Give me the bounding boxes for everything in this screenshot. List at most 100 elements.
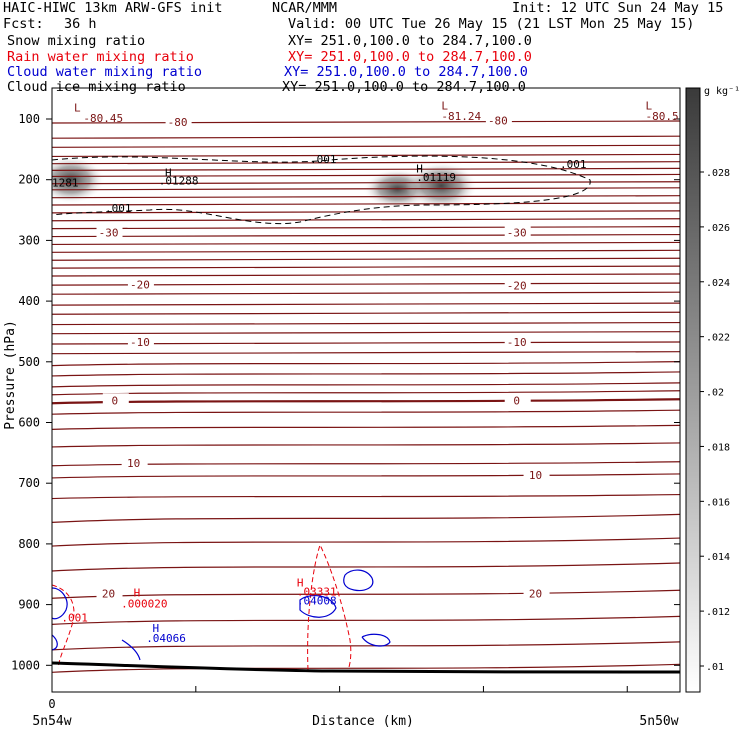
field-name-rain: Rain water mixing ratio — [7, 49, 194, 65]
field-xy-cloud-water: XY= 251.0,100.0 to 284.7,100.0 — [284, 64, 528, 80]
temperature-label-3: -30 — [507, 227, 527, 240]
y-tick-label-0: 100 — [18, 112, 40, 126]
x-axis-title: Distance (km) — [312, 714, 414, 729]
y-tick-label-9: 1000 — [11, 658, 40, 672]
x-endpoint-left: 5n54w — [32, 714, 71, 729]
isotherm-line-43 — [52, 615, 680, 625]
extremum-label-9: .01119 — [416, 171, 456, 184]
colorbar-tick-label-6: .022 — [706, 333, 730, 344]
header-model: HAIC-HIWC 13km ARW-GFS init — [3, 0, 223, 16]
isotherm-line-14 — [52, 233, 680, 238]
isotherm-line-39 — [52, 513, 680, 524]
temperature-label-11: 10 — [529, 469, 542, 482]
temperature-label-4: -20 — [130, 278, 150, 291]
isotherm-line-29 — [52, 371, 680, 377]
isotherm-line-26 — [52, 341, 680, 345]
field-name-cloud-water: Cloud water mixing ratio — [7, 64, 203, 80]
isotherm-line-7 — [52, 181, 680, 185]
temperature-label-bg-6 — [127, 334, 154, 348]
isotherm-line-24 — [52, 321, 680, 326]
colorbar-tick-label-9: .028 — [706, 168, 730, 179]
y-axis-title: Pressure (hPa) — [3, 320, 18, 430]
temperature-label-1: -80 — [488, 114, 508, 127]
cloud-water-contour-3 — [361, 633, 391, 647]
isotherm-line-23 — [52, 311, 680, 315]
colorbar-tick-label-5: .02 — [706, 388, 724, 399]
isotherm-line-38 — [52, 493, 680, 500]
isotherm-line-3 — [52, 153, 680, 158]
extremum-label-2: L — [441, 99, 448, 112]
isotherm-line-8 — [52, 187, 680, 191]
temperature-label-bg-9 — [504, 393, 531, 407]
temperature-label-bg-2 — [96, 225, 123, 239]
isotherm-line-20 — [52, 282, 680, 286]
isotherm-line-19 — [52, 273, 680, 277]
isotherm-line-4 — [52, 161, 680, 165]
temperature-label-bg-0 — [165, 115, 192, 129]
field-xy-cloud-ice: XY= 251.0,100.0 to 284.7,100.0 — [282, 79, 526, 95]
terrain-line — [51, 661, 681, 674]
isotherm-line-11 — [52, 210, 680, 214]
extremum-label-4: L — [645, 99, 652, 112]
ice-contour-label-2: .001 — [105, 202, 132, 215]
ice-contour-label-0: .001 — [310, 153, 337, 166]
header-init: Init: 12 UTC Sun 24 May 15 — [512, 0, 724, 16]
cloud-water-contour-0 — [52, 587, 68, 620]
y-tick-label-2: 300 — [18, 233, 40, 247]
temperature-label-bg-10 — [121, 455, 148, 469]
extremum-label-6: H — [165, 167, 172, 180]
extremum-label-17: H — [152, 622, 159, 635]
field-xy-snow: XY= 251.0,100.0 to 284.7,100.0 — [288, 33, 532, 49]
isotherm-line-25 — [52, 331, 680, 335]
colorbar-tick-label-8: .026 — [706, 223, 730, 234]
y-tick-label-8: 900 — [18, 598, 40, 612]
isotherm-line-5 — [52, 167, 680, 171]
colorbar-tick-label-2: .014 — [706, 552, 730, 563]
extremum-label-10: 1281 — [52, 176, 79, 189]
extremum-label-8: H — [416, 162, 423, 175]
isotherm-line-30 — [52, 382, 680, 388]
field-name-snow: Snow mixing ratio — [7, 33, 146, 49]
y-tick-label-7: 800 — [18, 537, 40, 551]
extremum-label-5: -80.5 — [645, 110, 678, 123]
header-valid: Valid: 00 UTC Tue 26 May 15 (21 LST Mon … — [288, 16, 695, 32]
temperature-label-bg-11 — [523, 467, 550, 481]
temperature-label-bg-5 — [504, 278, 531, 292]
ice-shading-0 — [52, 155, 105, 204]
isotherm-line-17 — [52, 257, 680, 261]
field-xy-rain: XY= 251.0,100.0 to 284.7,100.0 — [288, 49, 532, 65]
plot-frame — [51, 87, 681, 693]
temperature-label-12: 20 — [102, 587, 115, 600]
header-fcst-label: Fcst: — [3, 16, 44, 32]
temperature-label-bg-7 — [504, 334, 531, 348]
isotherm-line-27 — [52, 351, 680, 355]
cloud-water-contour-4 — [299, 594, 337, 618]
isotherm-line-35 — [52, 442, 680, 448]
isotherm-line-13 — [52, 226, 680, 230]
ice-contour-label-1: .001 — [560, 158, 587, 171]
colorbar-tick-label-7: .024 — [706, 278, 730, 289]
temperature-label-6: -10 — [130, 336, 150, 349]
ice-contour-line — [52, 155, 591, 225]
y-tick-label-5: 600 — [18, 416, 40, 430]
isotherm-line-41 — [52, 562, 680, 572]
isotherm-line-10 — [52, 202, 680, 206]
temperature-label-bg-3 — [504, 225, 531, 239]
isotherm-line-21 — [52, 291, 680, 295]
isotherm-line-32 — [52, 398, 680, 405]
isotherm-line-2 — [52, 144, 680, 148]
extremum-label-14: .03331 — [297, 585, 337, 598]
isotherm-line-45 — [52, 663, 680, 673]
x-tick-label-0: 0 — [48, 697, 55, 711]
isotherm-line-0 — [52, 120, 680, 124]
y-tick-label-4: 500 — [18, 355, 40, 369]
temperature-label-bg-1 — [485, 113, 512, 127]
temperature-label-2: -30 — [99, 227, 119, 240]
colorbar — [685, 87, 701, 693]
isotherm-line-40 — [52, 537, 680, 547]
cloud-water-contour-5 — [121, 639, 141, 661]
temperature-label-8: 0 — [111, 394, 118, 407]
y-tick-label-6: 700 — [18, 476, 40, 490]
isotherm-line-6 — [52, 173, 680, 178]
